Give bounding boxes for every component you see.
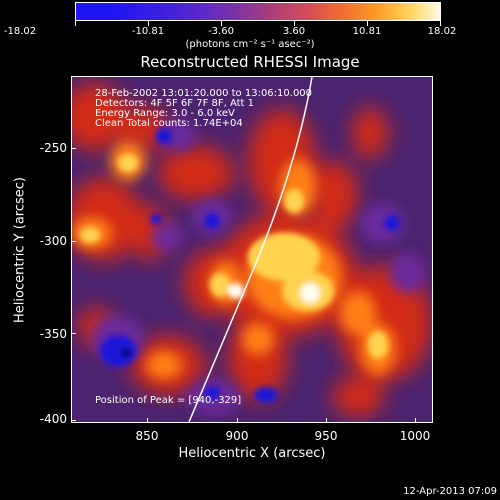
x-tick-label-900: 900: [225, 429, 249, 443]
x-tick-label-950: 950: [314, 429, 338, 443]
y-tick-350: [71, 333, 76, 334]
y-tick-label-350: -350: [39, 327, 67, 341]
timestamp: 12-Apr-2013 07:09: [403, 486, 497, 497]
colorbar-tick-3: [221, 20, 222, 26]
colorbar-tick-2: [148, 20, 149, 26]
colorbar-tick-6: [440, 20, 441, 26]
info-detectors: Detectors: 4F 5F 6F 7F 8F, Att 1: [95, 98, 255, 109]
info-energy-range: Energy Range: 3.0 - 6.0 keV: [95, 108, 235, 119]
y-tick-250: [71, 148, 76, 149]
colorbar-label-2: -10.81: [131, 26, 165, 37]
colorbar-tick-4: [294, 20, 295, 26]
colorbar: [75, 2, 441, 21]
image-heatmap: [72, 77, 432, 422]
x-tick-label-850: 850: [135, 429, 159, 443]
colorbar-label-4: 3.60: [282, 26, 306, 37]
y-tick-400: [71, 420, 76, 421]
colorbar-label-6: 18.02: [427, 26, 457, 37]
y-tick-label-400: -400: [39, 412, 67, 426]
colorbar-unit-label: (photons cm⁻² s⁻¹ asec⁻²): [185, 39, 315, 50]
x-tick-850: [147, 418, 148, 423]
y-tick-label-250: -250: [39, 141, 67, 155]
x-axis-label: Heliocentric X (arcsec): [178, 446, 326, 461]
x-tick-1000: [415, 418, 416, 423]
colorbar-ticks: [75, 20, 441, 28]
limb-curve: [188, 77, 313, 422]
x-tick-950: [326, 418, 327, 423]
colorbar-tick-1: [75, 20, 76, 26]
colorbar-label-5: 10.81: [352, 26, 382, 37]
x-tick-label-1000: 1000: [399, 429, 431, 443]
x-tick-900: [237, 418, 238, 423]
image-plot: 28-Feb-2002 13:01:20.000 to 13:06:10.000…: [71, 76, 433, 423]
info-date-range: 28-Feb-2002 13:01:20.000 to 13:06:10.000: [95, 88, 313, 99]
peak-position-label: Position of Peak = [940,-329]: [95, 395, 242, 406]
colorbar-label-1: -18.02: [3, 26, 37, 37]
y-tick-label-300: -300: [39, 234, 67, 248]
y-axis-label: Heliocentric Y (arcsec): [12, 177, 28, 323]
info-method-total: Clean Total counts: 1.74E+04: [95, 118, 243, 129]
colorbar-label-3: -3.60: [208, 26, 234, 37]
colorbar-tick-5: [367, 20, 368, 26]
y-tick-300: [71, 241, 76, 242]
plot-title: Reconstructed RHESSI Image: [140, 53, 360, 71]
